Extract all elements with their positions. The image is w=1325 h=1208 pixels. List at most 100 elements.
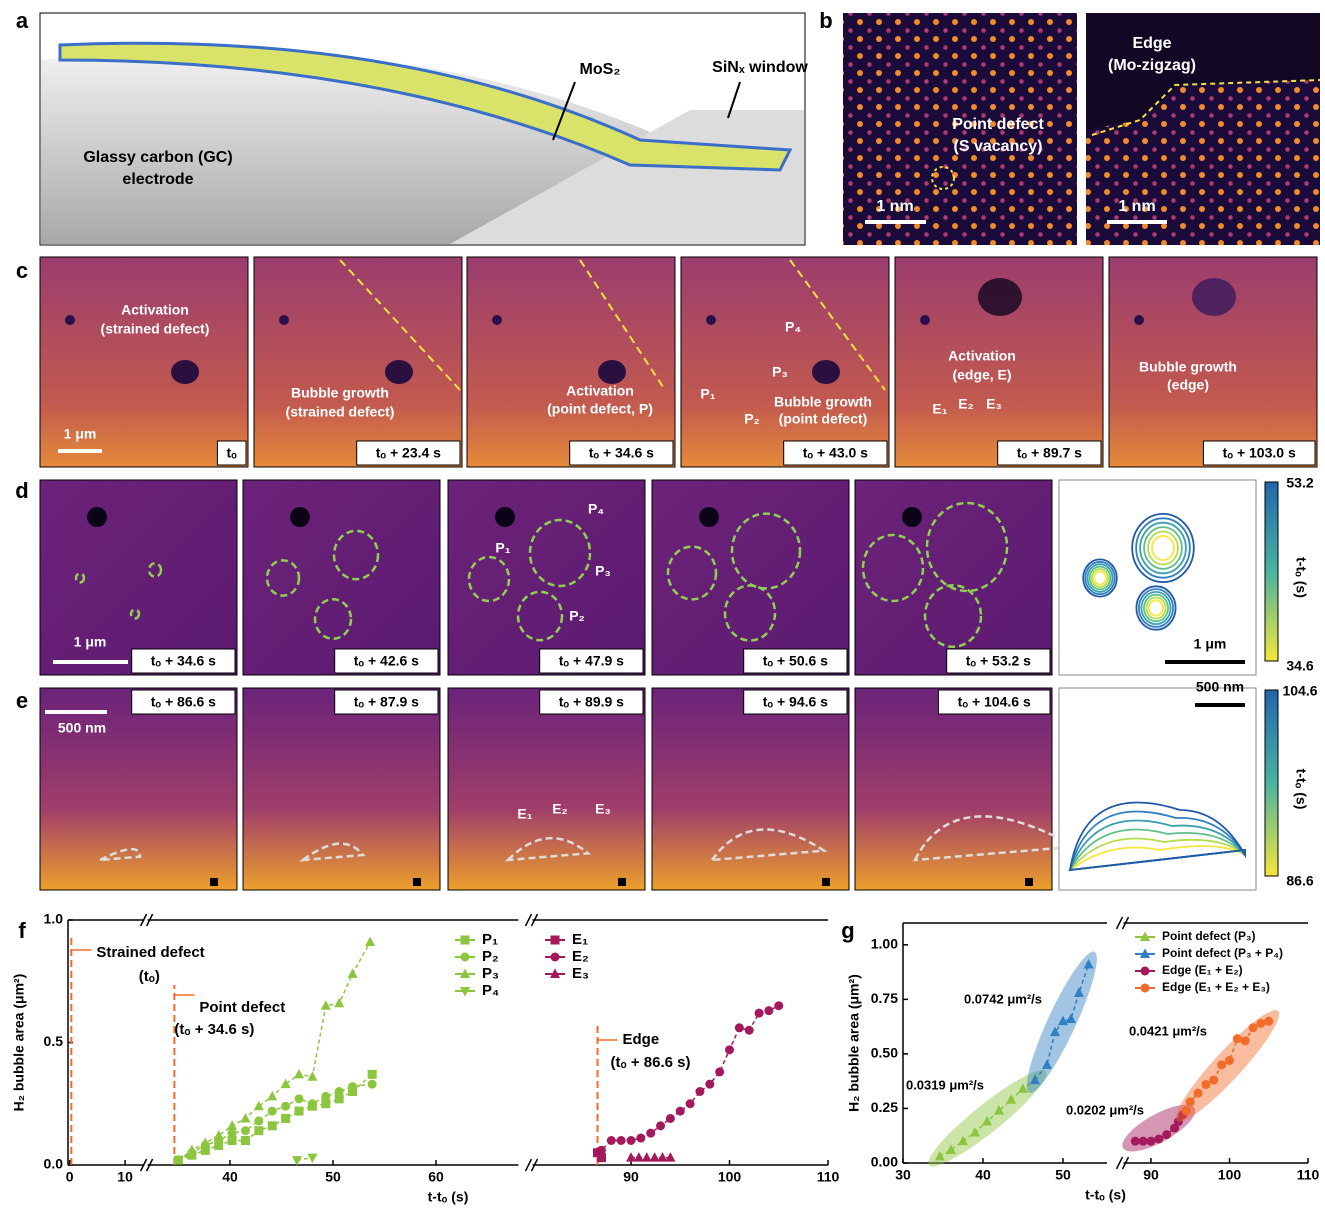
point xyxy=(1217,1060,1226,1069)
point xyxy=(281,1079,291,1089)
y-tick-label: 0.00 xyxy=(871,1154,898,1170)
annotation: P₄ xyxy=(588,501,604,517)
panel-letter: a xyxy=(16,8,29,33)
point xyxy=(1162,1130,1171,1139)
annotation: (edge) xyxy=(1167,377,1209,393)
colorbar xyxy=(1265,690,1278,876)
point xyxy=(636,1134,645,1143)
annotation: (strained defect) xyxy=(101,321,210,337)
point xyxy=(281,1102,290,1111)
point xyxy=(646,1129,655,1138)
legend-label: Point defect (P₃ + P₄) xyxy=(1162,946,1283,960)
point xyxy=(705,1080,714,1089)
axis-break xyxy=(526,914,532,926)
point xyxy=(666,1114,675,1123)
point xyxy=(735,1023,744,1032)
spot xyxy=(65,315,75,325)
point xyxy=(268,1121,277,1130)
point xyxy=(1209,1076,1218,1085)
point xyxy=(1139,1137,1148,1146)
legend-marker xyxy=(551,953,560,962)
point xyxy=(1186,1097,1195,1106)
point xyxy=(686,1099,695,1108)
annotation: E₁ xyxy=(932,401,947,417)
annotation: Glassy carbon (GC) xyxy=(83,149,232,166)
annotation: E₂ xyxy=(552,801,568,817)
time-label: tₒ + 42.6 s xyxy=(354,653,419,669)
legend-label: Edge (E₁ + E₂ + E₃) xyxy=(1162,980,1270,994)
point xyxy=(368,1080,377,1089)
point xyxy=(348,968,358,978)
point xyxy=(241,1136,250,1145)
annotation: electrode xyxy=(122,171,193,188)
colorbar-label: 34.6 xyxy=(1286,658,1313,674)
annotation: Activation xyxy=(948,348,1016,364)
panel-letter: c xyxy=(16,258,28,283)
legend-marker xyxy=(461,953,470,962)
spot xyxy=(920,315,930,325)
micrograph xyxy=(40,480,237,675)
micrograph xyxy=(652,688,849,890)
point xyxy=(335,1087,344,1096)
x-tick-label: 110 xyxy=(817,1169,840,1185)
x-tick-label: 60 xyxy=(428,1169,444,1185)
annotation: SiNₓ window xyxy=(712,59,808,76)
annotation: (edge, E) xyxy=(952,367,1011,383)
time-label: tₒ + 43.0 s xyxy=(803,445,868,461)
time-label: tₒ + 103.0 s xyxy=(1223,445,1296,461)
point xyxy=(774,1001,783,1010)
micrograph xyxy=(652,480,849,675)
point xyxy=(642,1152,652,1162)
annotation: P₂ xyxy=(569,608,585,624)
spot xyxy=(492,315,502,325)
micrograph xyxy=(448,688,645,890)
axis-break xyxy=(1117,1157,1123,1169)
scale-label: 1 μm xyxy=(1194,636,1227,652)
point xyxy=(368,1070,377,1079)
event-label: Edge xyxy=(623,1031,660,1048)
point xyxy=(334,998,344,1008)
rate-label: 0.0421 μm²/s xyxy=(1129,1023,1207,1038)
legend-label: E₃ xyxy=(572,965,589,982)
legend-label: P₄ xyxy=(482,982,499,999)
annotation: P₃ xyxy=(772,364,788,380)
colorbar-label: 104.6 xyxy=(1282,683,1317,699)
micrograph xyxy=(243,688,440,890)
point xyxy=(676,1107,685,1116)
marker xyxy=(1025,878,1033,886)
axis-break xyxy=(526,1159,532,1171)
annotation: E₃ xyxy=(986,396,1002,412)
point xyxy=(281,1114,290,1123)
point xyxy=(254,1101,264,1111)
legend-marker xyxy=(1141,984,1150,993)
point xyxy=(1201,1080,1210,1089)
bubble xyxy=(978,278,1022,316)
x-tick-label: 10 xyxy=(117,1169,133,1185)
annotation: Bubble growth xyxy=(1139,359,1237,375)
spot xyxy=(495,507,515,527)
micrograph xyxy=(243,480,440,675)
rate-label: 0.0742 μm²/s xyxy=(964,991,1042,1006)
point xyxy=(764,1006,773,1015)
colorbar-label: 53.2 xyxy=(1286,475,1313,491)
time-label: tₒ + 34.6 s xyxy=(151,653,216,669)
y-tick-label: 1.00 xyxy=(871,936,898,952)
marker xyxy=(618,878,626,886)
point xyxy=(365,937,375,947)
point xyxy=(321,1000,331,1010)
time-label: tₒ + 89.9 s xyxy=(559,694,624,710)
annotation: E₃ xyxy=(595,801,611,817)
event-time: (tₒ + 86.6 s) xyxy=(611,1054,691,1071)
time-label: tₒ + 86.6 s xyxy=(151,694,216,710)
point xyxy=(307,1154,317,1164)
point xyxy=(294,1069,304,1079)
spot xyxy=(699,507,719,527)
legend-label: E₁ xyxy=(572,931,588,948)
y-tick-label: 0.50 xyxy=(871,1045,898,1061)
point xyxy=(634,1152,644,1162)
annotation: Edge xyxy=(1132,35,1171,52)
y-tick-label: 1.0 xyxy=(44,911,64,927)
x-axis-label: t-tₒ (s) xyxy=(1085,1187,1126,1203)
y-axis-label: H₂ bubble area (μm²) xyxy=(846,974,862,1112)
y-tick-label: 0.25 xyxy=(871,1099,898,1115)
